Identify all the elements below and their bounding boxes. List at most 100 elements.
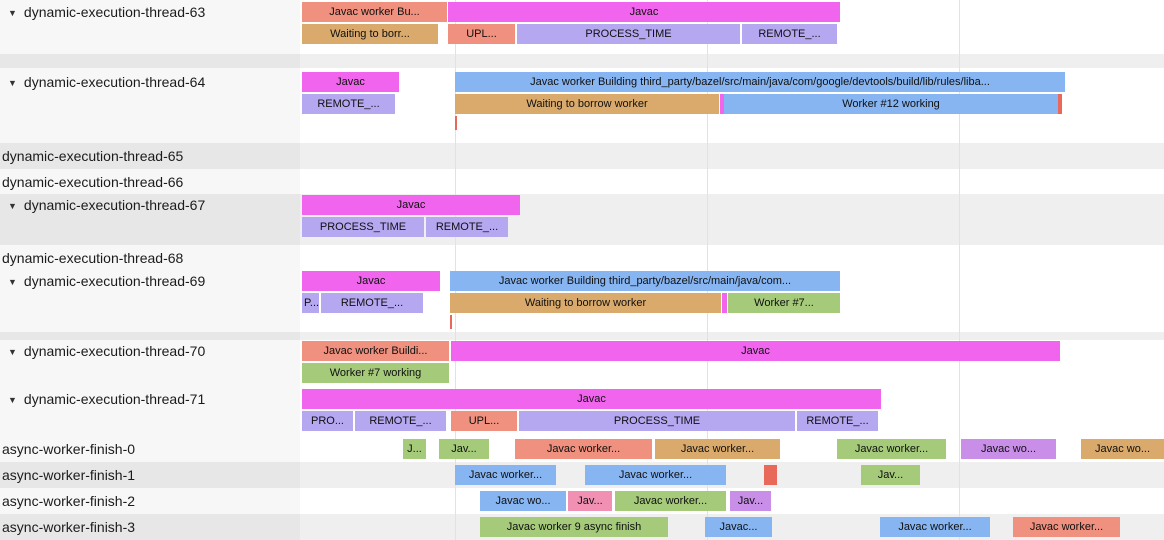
trace-event-bar[interactable]: Worker #7...: [728, 293, 840, 313]
trace-event-bar[interactable]: Javac worker...: [615, 491, 726, 511]
expand-arrow-icon: ▼: [8, 8, 17, 18]
track-name: dynamic-execution-thread-70: [23, 343, 206, 359]
trace-event-bar[interactable]: Waiting to borrow worker: [455, 94, 719, 114]
track-label-dynamic-execution-thread-67[interactable]: ▼ dynamic-execution-thread-67: [8, 195, 205, 215]
expand-arrow-icon: ▼: [8, 201, 17, 211]
track-label-async-worker-finish-2[interactable]: async-worker-finish-2: [2, 491, 135, 511]
trace-event-bar[interactable]: Javac worker...: [455, 465, 556, 485]
trace-event-bar[interactable]: Javac wo...: [1081, 439, 1164, 459]
track-row: dynamic-execution-thread-66: [0, 169, 1164, 194]
track-name: async-worker-finish-1: [2, 467, 136, 483]
track-row: ▼ dynamic-execution-thread-63 Javac worker…: [0, 0, 1164, 54]
track-label-dynamic-execution-thread-69[interactable]: ▼ dynamic-execution-thread-69: [8, 271, 205, 291]
instant-event-tick[interactable]: [450, 315, 452, 329]
trace-event-bar[interactable]: Javac worker...: [1013, 517, 1120, 537]
trace-event-bar[interactable]: Javac wo...: [961, 439, 1056, 459]
track-spacer: [0, 54, 1164, 68]
time-gridline: [959, 0, 960, 540]
trace-event-bar[interactable]: Worker #12 working: [724, 94, 1058, 114]
trace-event-bar[interactable]: Worker #7 working: [302, 363, 449, 383]
track-row: ▼ dynamic-execution-thread-71 Javac PRO... R…: [0, 388, 1164, 436]
track-label-dynamic-execution-thread-68[interactable]: dynamic-execution-thread-68: [2, 248, 183, 268]
trace-event-bar[interactable]: PRO...: [302, 411, 353, 431]
trace-event-bar[interactable]: Waiting to borr...: [302, 24, 438, 44]
trace-event-bar[interactable]: PROCESS_TIME: [517, 24, 740, 44]
track-name: dynamic-execution-thread-71: [23, 391, 206, 407]
track-row: async-worker-finish-0 J... Jav... Javac wor…: [0, 436, 1164, 462]
trace-event-bar[interactable]: Javac: [302, 72, 399, 92]
trace-event-bar[interactable]: [722, 293, 727, 313]
trace-event-bar[interactable]: J...: [403, 439, 426, 459]
trace-event-bar[interactable]: Javac: [302, 389, 881, 409]
track-row: ▼ dynamic-execution-thread-70 Javac worker…: [0, 340, 1164, 388]
trace-event-bar[interactable]: Jav...: [568, 491, 612, 511]
track-row: ▼ dynamic-execution-thread-67 Javac PROCESS…: [0, 194, 1164, 245]
trace-event-bar[interactable]: Javac worker 9 async finish: [480, 517, 668, 537]
trace-event-bar[interactable]: [720, 94, 724, 114]
time-gridline: [455, 0, 456, 540]
track-label-dynamic-execution-thread-71[interactable]: ▼ dynamic-execution-thread-71: [8, 389, 205, 409]
trace-event-bar[interactable]: REMOTE_...: [426, 217, 508, 237]
trace-event-bar[interactable]: Javac worker...: [585, 465, 726, 485]
expand-arrow-icon: ▼: [8, 277, 17, 287]
trace-event-bar[interactable]: Javac worker Bu...: [302, 2, 447, 22]
expand-arrow-icon: ▼: [8, 395, 17, 405]
trace-event-bar[interactable]: [1058, 94, 1062, 114]
track-name: dynamic-execution-thread-64: [23, 74, 206, 90]
track-name: async-worker-finish-3: [2, 519, 136, 535]
trace-event-bar[interactable]: PROCESS_TIME: [519, 411, 795, 431]
trace-event-bar[interactable]: Javac: [451, 341, 1060, 361]
trace-event-bar[interactable]: Javac worker Building third_party/bazel/…: [450, 271, 840, 291]
track-label-dynamic-execution-thread-65[interactable]: dynamic-execution-thread-65: [2, 146, 183, 166]
track-label-dynamic-execution-thread-64[interactable]: ▼ dynamic-execution-thread-64: [8, 72, 205, 92]
trace-event-bar[interactable]: Javac worker Building third_party/bazel/…: [455, 72, 1065, 92]
trace-event-bar[interactable]: REMOTE_...: [742, 24, 837, 44]
trace-event-bar[interactable]: Javac worker...: [880, 517, 990, 537]
trace-event-bar[interactable]: Javac: [448, 2, 840, 22]
trace-event-bar[interactable]: P...: [302, 293, 319, 313]
trace-event-bar[interactable]: UPL...: [451, 411, 517, 431]
track-label-async-worker-finish-1[interactable]: async-worker-finish-1: [2, 465, 135, 485]
time-gridline: [707, 0, 708, 540]
trace-event-bar[interactable]: [764, 465, 777, 485]
trace-event-bar[interactable]: Javac: [302, 195, 520, 215]
track-row: ▼ dynamic-execution-thread-69 Javac Javac w…: [0, 270, 1164, 332]
track-spacer: [0, 332, 1164, 340]
trace-event-bar[interactable]: UPL...: [448, 24, 515, 44]
track-name: dynamic-execution-thread-63: [23, 4, 206, 20]
trace-event-bar[interactable]: REMOTE_...: [321, 293, 423, 313]
trace-event-bar[interactable]: PROCESS_TIME: [302, 217, 424, 237]
trace-event-bar[interactable]: Waiting to borrow worker: [450, 293, 721, 313]
trace-event-bar[interactable]: Javac...: [705, 517, 772, 537]
track-name: async-worker-finish-2: [2, 493, 136, 509]
track-label-dynamic-execution-thread-63[interactable]: ▼ dynamic-execution-thread-63: [8, 2, 205, 22]
trace-event-bar[interactable]: Jav...: [730, 491, 771, 511]
track-label-async-worker-finish-0[interactable]: async-worker-finish-0: [2, 439, 135, 459]
trace-event-bar[interactable]: Javac worker...: [515, 439, 652, 459]
track-row: async-worker-finish-1 Javac worker... Java…: [0, 462, 1164, 488]
trace-event-bar[interactable]: Javac worker...: [655, 439, 780, 459]
track-name: dynamic-execution-thread-65: [2, 148, 184, 164]
track-name: dynamic-execution-thread-69: [23, 273, 206, 289]
track-label-dynamic-execution-thread-66[interactable]: dynamic-execution-thread-66: [2, 172, 183, 192]
track-label-dynamic-execution-thread-70[interactable]: ▼ dynamic-execution-thread-70: [8, 341, 205, 361]
track-label-async-worker-finish-3[interactable]: async-worker-finish-3: [2, 517, 135, 537]
track-row: async-worker-finish-3 Javac worker 9 asyn…: [0, 514, 1164, 540]
track-name: dynamic-execution-thread-67: [23, 197, 206, 213]
trace-event-bar[interactable]: Jav...: [439, 439, 489, 459]
trace-event-bar[interactable]: Javac worker Buildi...: [302, 341, 449, 361]
track-name: async-worker-finish-0: [2, 441, 136, 457]
trace-event-bar[interactable]: Javac: [302, 271, 440, 291]
instant-event-tick[interactable]: [455, 116, 457, 130]
trace-event-bar[interactable]: REMOTE_...: [797, 411, 878, 431]
trace-event-bar[interactable]: Jav...: [861, 465, 920, 485]
track-row: dynamic-execution-thread-65: [0, 143, 1164, 169]
expand-arrow-icon: ▼: [8, 78, 17, 88]
trace-event-bar[interactable]: Javac wo...: [480, 491, 566, 511]
trace-event-bar[interactable]: REMOTE_...: [355, 411, 446, 431]
trace-event-bar[interactable]: REMOTE_...: [302, 94, 395, 114]
trace-event-bar[interactable]: Javac worker...: [837, 439, 946, 459]
track-row: dynamic-execution-thread-68: [0, 245, 1164, 270]
